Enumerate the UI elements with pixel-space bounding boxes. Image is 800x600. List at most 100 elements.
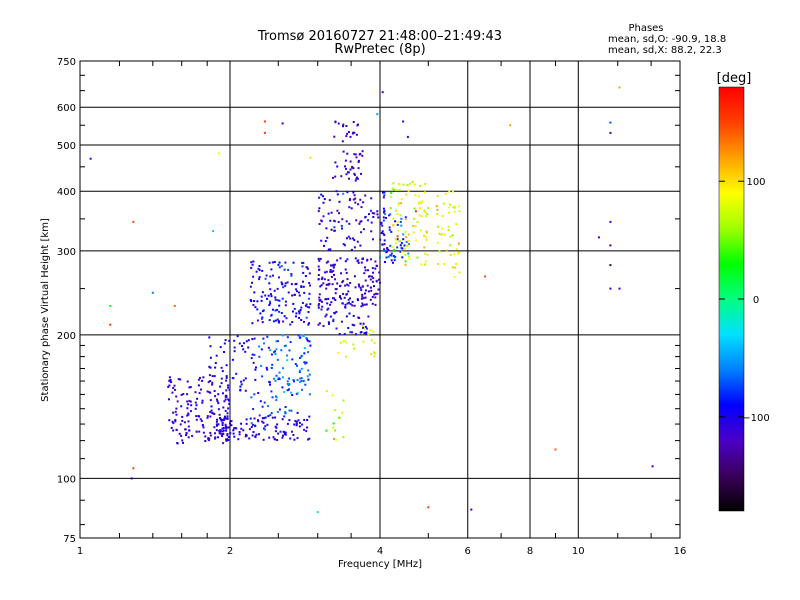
data-point: [276, 411, 279, 413]
data-point: [293, 423, 296, 426]
data-point: [347, 298, 350, 301]
data-point: [318, 223, 321, 225]
data-point: [286, 389, 289, 392]
data-point: [342, 280, 345, 283]
data-point: [198, 392, 201, 395]
data-point: [398, 188, 401, 191]
data-point: [348, 301, 351, 304]
data-point: [288, 419, 291, 422]
data-point: [261, 316, 264, 319]
data-point: [186, 380, 189, 383]
data-point: [270, 268, 273, 271]
data-point: [308, 322, 310, 325]
data-point: [324, 315, 327, 318]
data-point: [358, 222, 361, 225]
data-point: [273, 261, 276, 263]
data-point: [284, 406, 287, 408]
data-point: [381, 230, 384, 233]
data-point: [332, 318, 335, 321]
data-point: [333, 273, 335, 276]
data-point: [329, 248, 332, 251]
data-point: [221, 421, 224, 424]
data-point: [354, 286, 357, 289]
data-point: [317, 274, 320, 276]
data-point: [355, 219, 358, 222]
data-point: [371, 212, 374, 215]
data-point: [206, 416, 209, 419]
data-point: [225, 379, 228, 382]
data-point: [278, 408, 281, 411]
data-point: [225, 395, 228, 398]
data-point: [256, 300, 259, 303]
data-point: [370, 221, 373, 224]
data-point: [362, 340, 365, 343]
data-point: [358, 285, 361, 288]
data-point: [370, 230, 373, 233]
data-point: [216, 418, 219, 421]
data-point: [367, 333, 370, 336]
data-point: [381, 91, 384, 94]
data-point: [221, 424, 224, 427]
data-point: [341, 218, 344, 221]
data-point: [168, 419, 171, 422]
data-point: [278, 276, 280, 279]
data-point: [253, 337, 256, 340]
data-point: [309, 303, 312, 306]
phases-o-stats: mean, sd,O: -90.9, 18.8: [608, 34, 726, 45]
data-point: [396, 223, 399, 226]
data-point: [301, 423, 304, 426]
data-point: [332, 266, 335, 269]
data-point: [226, 438, 229, 441]
data-point: [367, 269, 369, 272]
data-point: [247, 339, 250, 342]
data-point: [300, 306, 303, 309]
data-point: [424, 211, 427, 214]
data-point: [221, 430, 224, 433]
data-point: [226, 412, 229, 415]
data-point: [385, 217, 387, 219]
data-point: [283, 391, 285, 393]
data-point: [216, 400, 219, 403]
data-point: [207, 381, 210, 384]
data-point: [372, 351, 375, 354]
data-point: [215, 398, 218, 401]
data-point: [443, 233, 446, 236]
data-point: [303, 361, 306, 364]
data-point: [376, 213, 379, 216]
data-point: [385, 256, 388, 259]
data-point: [228, 388, 231, 391]
data-point: [305, 266, 308, 269]
data-point: [298, 316, 301, 319]
data-point: [383, 194, 386, 197]
data-point: [440, 233, 443, 236]
data-point: [349, 160, 352, 163]
data-point: [270, 390, 273, 393]
data-point: [301, 302, 304, 304]
data-point: [347, 171, 349, 174]
data-point: [342, 292, 345, 295]
data-point: [214, 432, 216, 435]
data-point: [360, 331, 363, 333]
data-point: [209, 431, 212, 434]
data-point: [250, 426, 253, 428]
data-point: [339, 284, 342, 287]
data-point: [390, 230, 393, 233]
data-point: [225, 364, 228, 367]
data-point: [321, 305, 324, 308]
data-point: [255, 270, 258, 273]
data-point: [240, 427, 243, 430]
data-point: [335, 327, 338, 330]
data-point: [237, 438, 240, 441]
data-point: [180, 405, 183, 408]
data-point: [226, 415, 229, 418]
data-point: [453, 205, 456, 208]
data-point: [420, 202, 422, 204]
data-point: [341, 281, 344, 284]
data-point: [262, 421, 265, 424]
data-point: [451, 266, 454, 269]
data-point: [390, 254, 393, 257]
data-point: [244, 389, 247, 392]
data-point: [293, 307, 296, 310]
data-point: [343, 333, 346, 336]
